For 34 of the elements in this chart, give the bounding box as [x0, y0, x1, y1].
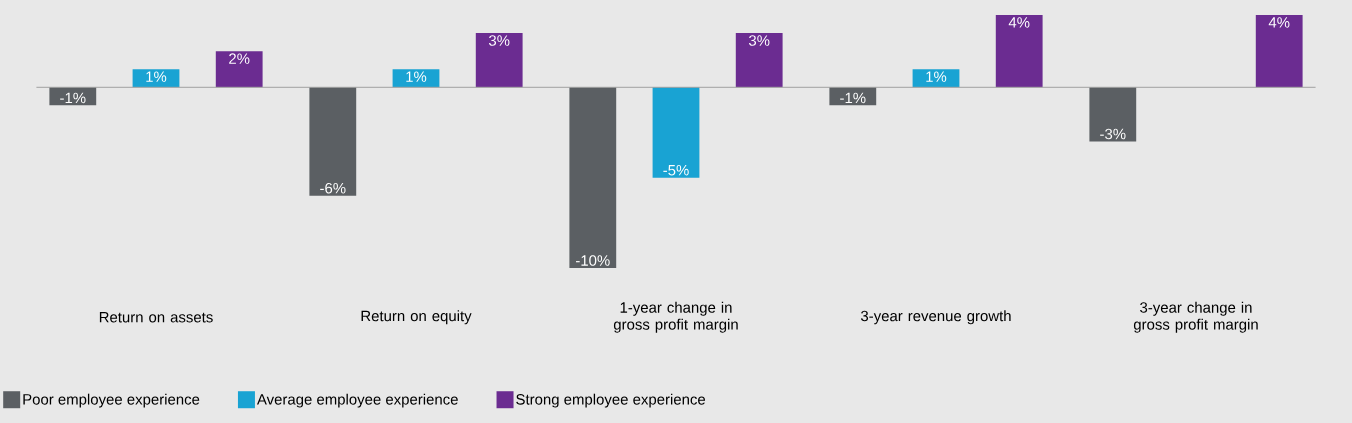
data-label: -10% [576, 255, 610, 266]
bar [215, 51, 263, 88]
x-tick-label: 1-year change in gross profit margin [613, 301, 738, 333]
data-label: -5% [663, 164, 689, 176]
bar [1089, 87, 1137, 142]
x-tick-label: 3-year change in gross profit margin [1133, 301, 1258, 333]
bar [309, 87, 357, 196]
bar [912, 69, 960, 88]
bar [1255, 15, 1303, 88]
data-label: 1% [926, 71, 947, 82]
data-label: -1% [840, 92, 866, 104]
bar [569, 87, 617, 268]
bar [995, 15, 1043, 88]
bar [132, 69, 180, 88]
x-tick-label: Return on equity [361, 310, 472, 325]
legend-label: Strong employee experience [516, 393, 706, 408]
bar [392, 69, 440, 88]
legend-label: Poor employee experience [23, 393, 200, 408]
bar [475, 33, 523, 88]
data-label: 1% [406, 71, 427, 82]
data-label: 3% [488, 35, 510, 46]
bar [652, 87, 700, 178]
data-label: 1% [146, 71, 167, 82]
x-tick-label: Return on assets [99, 312, 213, 323]
data-label: 4% [1008, 17, 1030, 28]
legend-label: Average employee experience [256, 393, 458, 408]
x-tick-label: 3-year revenue growth [860, 310, 1011, 325]
data-label: 2% [229, 53, 250, 64]
data-label: -6% [320, 182, 346, 194]
bar [735, 33, 783, 88]
data-label: -1% [60, 92, 86, 104]
data-label: -3% [1100, 128, 1126, 140]
data-label: 4% [1268, 17, 1290, 28]
data-label: 3% [748, 35, 770, 46]
